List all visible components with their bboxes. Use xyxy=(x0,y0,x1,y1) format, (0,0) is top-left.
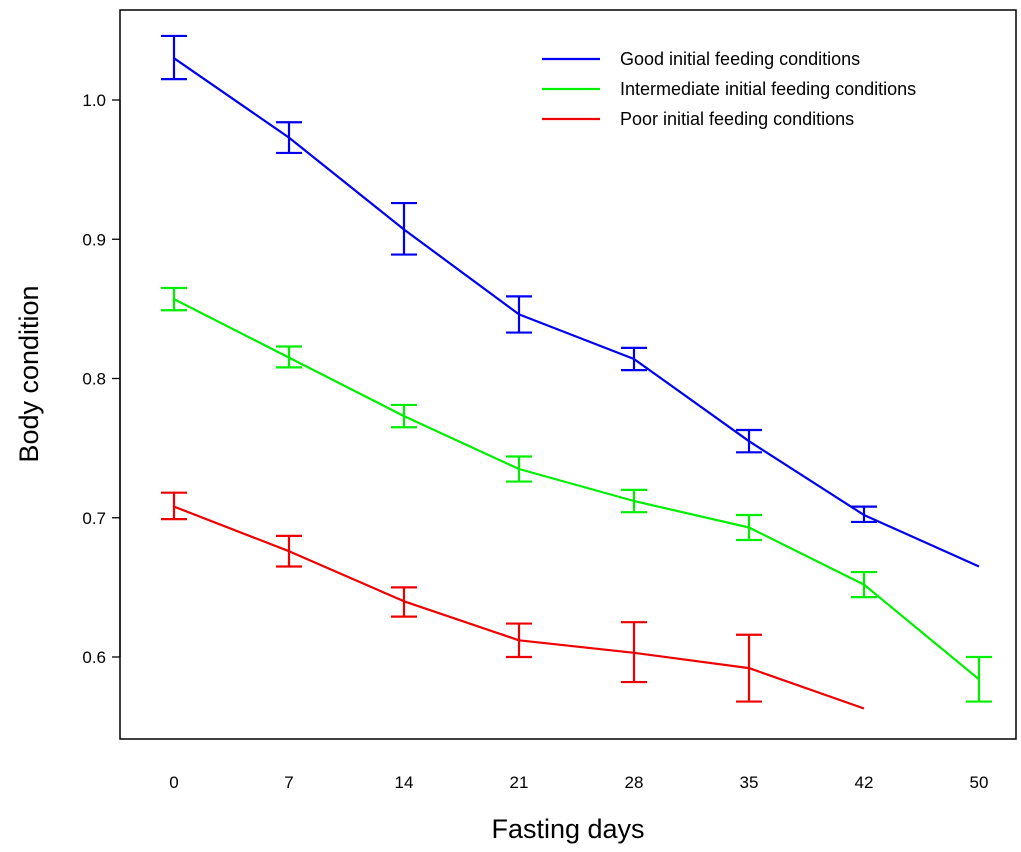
y-tick-label: 0.9 xyxy=(82,230,106,249)
series-layer xyxy=(161,34,992,710)
x-tick-label: 7 xyxy=(284,773,293,792)
legend-label: Good initial feeding conditions xyxy=(620,49,860,69)
error-bar xyxy=(391,586,417,618)
error-bar xyxy=(161,286,187,312)
error-bar xyxy=(736,513,762,542)
error-bar xyxy=(736,428,762,454)
error-bar xyxy=(621,621,647,684)
x-tick-label: 21 xyxy=(510,773,529,792)
y-tick-label: 0.7 xyxy=(82,509,106,528)
y-tick-label: 0.8 xyxy=(82,370,106,389)
error-bar xyxy=(161,491,187,521)
legend-item: Intermediate initial feeding conditions xyxy=(542,79,916,99)
error-bar xyxy=(391,201,417,256)
x-tick-label: 42 xyxy=(855,773,874,792)
series-1 xyxy=(161,34,980,568)
error-bar xyxy=(621,346,647,372)
x-tick-label: 0 xyxy=(169,773,178,792)
x-axis-title: Fasting days xyxy=(491,814,644,844)
error-bar xyxy=(966,655,992,703)
series-3 xyxy=(161,491,865,710)
x-tick-label: 28 xyxy=(625,773,644,792)
series-line xyxy=(173,57,980,568)
x-tick-label: 50 xyxy=(970,773,989,792)
x-axis: 0 7 14 21 28 35 42 50 xyxy=(169,773,988,792)
x-tick-label: 35 xyxy=(740,773,759,792)
legend-item: Good initial feeding conditions xyxy=(542,49,860,69)
y-axis: 0.6 0.7 0.8 0.9 1.0 xyxy=(82,91,121,667)
error-bar xyxy=(621,488,647,514)
error-bar xyxy=(276,345,302,369)
legend-label: Intermediate initial feeding conditions xyxy=(620,79,916,99)
error-bar xyxy=(391,403,417,429)
error-bar xyxy=(276,534,302,568)
error-bar xyxy=(851,505,877,524)
legend-item: Poor initial feeding conditions xyxy=(542,109,854,129)
error-bar xyxy=(506,455,532,483)
error-bar xyxy=(851,570,877,599)
error-bar xyxy=(276,121,302,155)
error-bar xyxy=(736,633,762,703)
legend-label: Poor initial feeding conditions xyxy=(620,109,854,129)
error-bar xyxy=(161,34,187,81)
series-line xyxy=(173,298,980,681)
x-tick-label: 14 xyxy=(395,773,414,792)
legend: Good initial feeding conditions Intermedi… xyxy=(542,49,916,129)
y-tick-label: 0.6 xyxy=(82,648,106,667)
y-axis-title: Body condition xyxy=(14,285,44,462)
series-2 xyxy=(161,286,992,703)
error-bar xyxy=(506,295,532,334)
error-bar xyxy=(506,622,532,659)
y-tick-label: 1.0 xyxy=(82,91,106,110)
